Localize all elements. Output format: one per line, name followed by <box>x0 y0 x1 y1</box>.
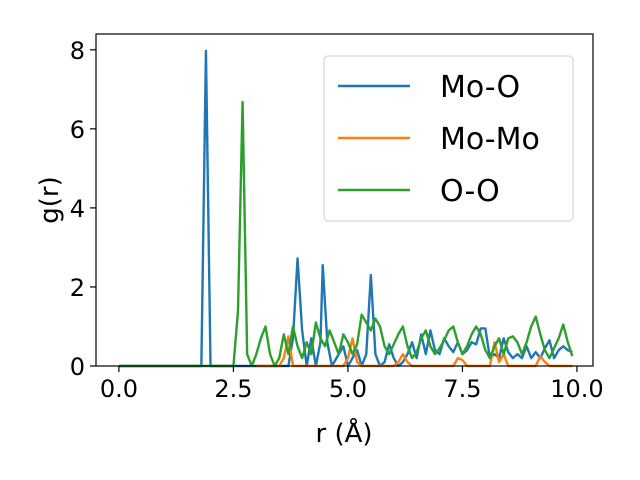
x-tick-label: 2.5 <box>214 375 252 403</box>
y-axis: 0 2 4 6 8 <box>70 37 96 381</box>
plot-frame <box>95 33 594 367</box>
y-tick-label: 8 <box>70 37 85 65</box>
series-line-mo-o <box>118 49 573 368</box>
y-tick-label: 6 <box>70 116 85 144</box>
x-tick-label: 10.0 <box>550 375 603 403</box>
x-axis: 0.0 2.5 5.0 7.5 10.0 <box>100 366 604 403</box>
x-tick-label: 5.0 <box>329 375 367 403</box>
x-tick-label: 7.5 <box>443 375 481 403</box>
legend-label-o-o: O-O <box>440 174 500 209</box>
legend: Mo-O Mo-Mo O-O <box>323 55 574 222</box>
legend-label-mo-mo: Mo-Mo <box>440 122 540 157</box>
legend-box <box>323 55 574 222</box>
x-axis-label: r (Å) <box>315 417 372 449</box>
y-axis-label: g(r) <box>35 176 65 223</box>
legend-label-mo-o: Mo-O <box>440 70 520 105</box>
series-line-o-o <box>118 100 574 368</box>
y-tick-label: 0 <box>70 353 85 381</box>
y-tick-label: 2 <box>70 274 85 302</box>
x-tick-label: 0.0 <box>100 375 138 403</box>
y-tick-label: 4 <box>70 195 85 223</box>
